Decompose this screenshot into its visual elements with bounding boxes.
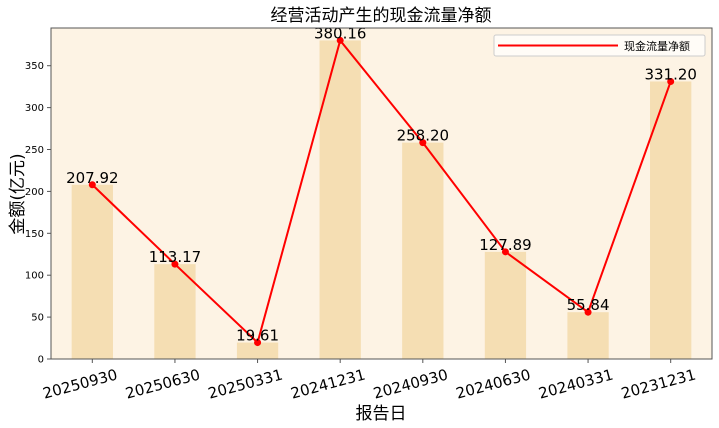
- series-line: [91, 38, 672, 345]
- point-20250630: [171, 260, 179, 268]
- chart-title: 经营活动产生的现金流量净额: [271, 6, 492, 26]
- point-20250331: [254, 339, 262, 347]
- y-axis: 0 50 100 150 200 250 300 350: [25, 61, 51, 366]
- plot-frame: [50, 27, 713, 360]
- y-tick-label-350: 350: [25, 61, 44, 72]
- point-20250930: [88, 181, 96, 189]
- bar-20240930: [402, 142, 444, 359]
- x-tick-label-20250930: 20250930: [41, 365, 119, 402]
- y-tick-label-150: 150: [25, 229, 44, 240]
- bar-20240630: [484, 251, 527, 359]
- y-tick-label-50: 50: [31, 313, 44, 324]
- value-line: [88, 36, 675, 347]
- data-label-20250930: 207.92: [66, 169, 119, 187]
- y-tick-label-100: 100: [25, 271, 44, 282]
- x-axis-label: 报告日: [356, 404, 407, 424]
- bars: [71, 40, 692, 360]
- point-20241231: [336, 36, 344, 44]
- data-label-20250331: 19.61: [236, 327, 279, 345]
- data-label-20241231: 380.16: [314, 24, 367, 42]
- bar-20250331: [236, 342, 279, 359]
- x-tick-label-20240630: 20240630: [454, 365, 532, 402]
- y-tick-label-200: 200: [25, 187, 44, 198]
- y-tick-label-250: 250: [25, 145, 44, 156]
- x-tick-label-20241231: 20241231: [289, 365, 367, 402]
- x-tick-label-20240930: 20240930: [371, 365, 449, 402]
- legend-label: 现金流量净额: [624, 39, 690, 53]
- plot-background: [51, 28, 712, 359]
- y-tick-label-0: 0: [38, 355, 44, 366]
- legend: 现金流量净额: [493, 34, 706, 57]
- data-label-20240630: 127.89: [479, 236, 532, 254]
- bar-20250630: [154, 264, 196, 359]
- x-tick-label-20240331: 20240331: [537, 365, 615, 402]
- point-20231231: [667, 77, 675, 85]
- x-tick-label-20250331: 20250331: [206, 365, 284, 402]
- bar-20231231: [650, 81, 692, 360]
- y-tick-label-300: 300: [25, 103, 44, 114]
- data-label-20231231: 331.20: [644, 65, 697, 83]
- point-20240930: [419, 139, 427, 147]
- x-axis: 20250930 20250630 20250331 20241231 20240930…: [41, 359, 698, 403]
- x-tick-label-20250630: 20250630: [124, 365, 202, 402]
- y-axis-label: 金额(亿元): [8, 153, 28, 234]
- data-label-20240930: 258.20: [397, 127, 450, 145]
- data-labels: 207.92 113.17 19.61 380.16 258.20 127.89 55.84…: [66, 24, 697, 344]
- data-label-20250630: 113.17: [149, 248, 202, 266]
- bar-20241231: [319, 40, 361, 359]
- bar-20250930: [71, 184, 113, 359]
- point-20240630: [501, 248, 509, 256]
- data-label-20240331: 55.84: [567, 296, 610, 314]
- bar-20240331: [567, 312, 609, 359]
- x-tick-label-20231231: 20231231: [619, 365, 697, 402]
- point-20240331: [584, 308, 592, 316]
